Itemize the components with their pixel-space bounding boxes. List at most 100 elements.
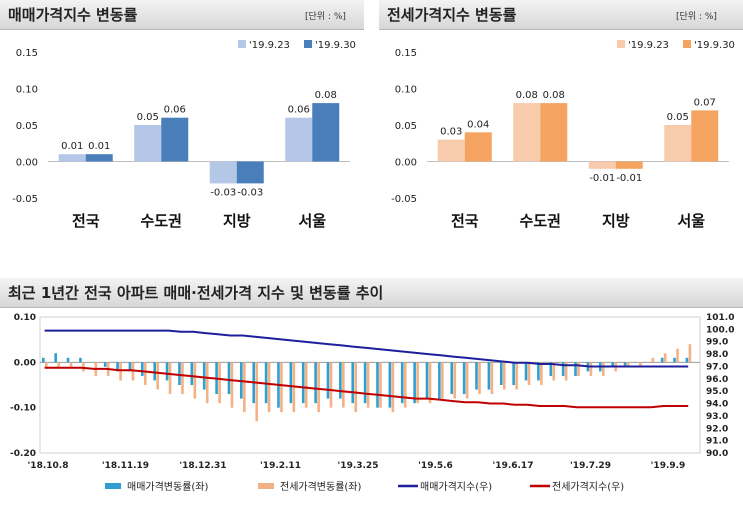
right-y-tick-label: 94.0: [706, 400, 728, 410]
bar: [209, 161, 237, 184]
trend-bar: [462, 362, 466, 395]
trend-bar: [156, 362, 159, 390]
trend-bar: [688, 344, 692, 363]
trend-bar: [57, 362, 60, 367]
x-tick-label: '18.10.8: [28, 461, 69, 471]
data-label: -0.01: [589, 173, 615, 184]
trend-line: [44, 366, 689, 409]
right-y-tick-label: 101.0: [706, 313, 734, 323]
category-label: 수도권: [520, 212, 561, 230]
legend-label: '19.9.30: [694, 40, 735, 51]
x-tick-label: '18.11.19: [102, 461, 149, 471]
trend-bar: [243, 362, 246, 413]
trend-bar: [342, 362, 345, 408]
data-label: 0.06: [164, 105, 186, 116]
trend-bar: [623, 362, 627, 367]
category-label: 지방: [223, 212, 251, 230]
trend-bar: [403, 362, 407, 408]
trend-bar: [478, 362, 481, 395]
trend-bar: [400, 362, 404, 404]
trend-bar: [205, 362, 209, 404]
data-label: 0.06: [288, 105, 310, 116]
data-label: 0.08: [315, 90, 337, 101]
trend-bar: [611, 362, 614, 367]
bar: [513, 103, 541, 162]
data-label: -0.03: [237, 187, 263, 198]
data-label: 0.08: [543, 90, 565, 101]
bar: [134, 125, 162, 162]
category-label: 서울: [298, 212, 326, 230]
trend-bar: [502, 362, 506, 390]
legend-label: '19.9.30: [315, 40, 356, 51]
x-tick-label: '19.2.11: [260, 461, 301, 471]
category-label: 전국: [72, 212, 100, 230]
left-y-tick-label: 0.00: [14, 358, 36, 368]
trend-bar: [685, 357, 689, 363]
trend-bar: [577, 362, 580, 376]
trend-bar: [540, 362, 543, 385]
right-y-tick-label: 99.0: [706, 338, 728, 348]
trend-bar: [280, 362, 283, 413]
trend-bar: [416, 362, 419, 404]
trend-bar: [601, 362, 605, 376]
right-y-tick-label: 97.0: [706, 362, 728, 372]
trend-bar: [79, 357, 82, 363]
data-label: 0.07: [694, 97, 716, 108]
trend-bar: [289, 362, 293, 404]
trend-bar: [103, 362, 107, 367]
data-label: -0.01: [616, 173, 642, 184]
jeonse-panel-title: 전세가격지수 변동률: [379, 0, 743, 30]
x-tick-label: '19.7.29: [570, 461, 611, 471]
category-label: 수도권: [141, 212, 182, 230]
trend-bar: [153, 362, 156, 381]
data-label: 0.08: [516, 90, 538, 101]
left-y-tick-label: -0.20: [10, 449, 36, 459]
trend-bar: [527, 362, 531, 385]
trend-bar: [660, 357, 664, 363]
y-tick-label: 0.10: [395, 85, 417, 96]
trend-bar: [537, 362, 540, 381]
trend-bar: [524, 362, 528, 381]
trend-bar: [465, 362, 469, 399]
trend-bar: [425, 362, 429, 399]
trend-line: [44, 329, 689, 368]
trend-bar: [453, 362, 457, 399]
sale-unit-label: [단위 : %]: [305, 12, 346, 22]
trend-bar: [564, 362, 568, 381]
trend-bar: [639, 362, 642, 367]
y-tick-label: -0.05: [391, 194, 417, 205]
trend-bar: [230, 362, 234, 408]
data-label: 0.04: [467, 119, 489, 130]
jeonse-unit-label: [단위 : %]: [676, 12, 717, 22]
left-y-tick-label: 0.10: [14, 313, 36, 323]
trend-bar: [304, 362, 308, 408]
trend-bar: [326, 362, 330, 399]
trend-bar: [475, 362, 478, 390]
bar: [85, 154, 113, 162]
trend-bar: [190, 362, 194, 385]
bar: [312, 103, 340, 162]
bar: [58, 154, 86, 162]
sale-change-bar-chart: 0.15 0.10 0.05 0.00 -0.05 '19.9.23 '19.9.30 0.0…: [12, 40, 356, 230]
category-label: 전국: [451, 212, 479, 230]
legend-swatch: [617, 40, 625, 48]
trend-panel-title-text: 최근 1년간 전국 아파트 매매·전세가격 지수 및 변동률 추이: [8, 284, 384, 302]
trend-bar: [589, 362, 593, 376]
trend-bar: [45, 362, 48, 367]
category-label: 지방: [602, 212, 630, 230]
plot-area: [39, 316, 701, 454]
trend-bar: [181, 362, 184, 395]
trend-bar: [552, 362, 556, 381]
x-tick-label: '19.6.17: [493, 461, 534, 471]
trend-bar: [366, 362, 370, 408]
right-y-tick-label: 95.0: [706, 387, 728, 397]
trend-bar: [450, 362, 454, 395]
trend-bar: [116, 362, 119, 372]
y-tick-label: 0.00: [16, 158, 38, 169]
trend-legend-label: 전세가격지수(우): [552, 480, 624, 493]
trend-bar: [487, 362, 491, 390]
trend-bar: [663, 353, 667, 363]
x-tick-label: '19.3.25: [338, 461, 379, 471]
y-tick-label: -0.05: [12, 194, 38, 205]
y-tick-label: 0.15: [16, 48, 38, 59]
